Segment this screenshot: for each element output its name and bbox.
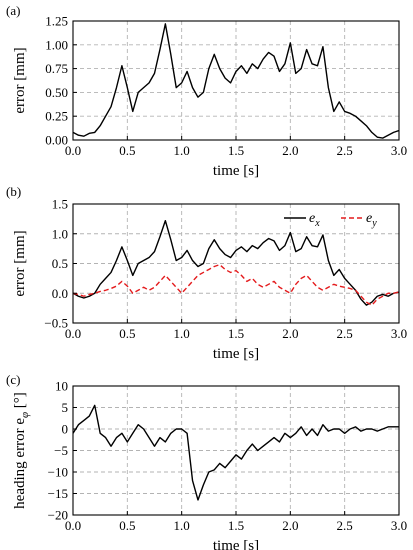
y-tick-label: 0.75 (45, 61, 68, 76)
y-axis-label-sub: φ (19, 412, 31, 418)
x-tick-label: 3.0 (391, 326, 407, 341)
y-tick-label: 0.5 (52, 256, 68, 271)
x-tick-label: 1.0 (174, 518, 190, 533)
legend-label-main: e (366, 211, 372, 226)
y-axis-label-unit: [°] (12, 392, 28, 412)
y-axis-label: heading error eφ [°] (12, 392, 31, 509)
x-tick-label: 2.5 (337, 143, 353, 158)
legend-label-sub: y (371, 218, 377, 229)
legend: ex ey (284, 211, 377, 229)
series-line-0 (73, 219, 399, 306)
series-line-0 (73, 23, 399, 139)
x-tick-label: 0.0 (65, 518, 81, 533)
x-tick-label: 0.0 (65, 143, 81, 158)
y-tick-label: 1.0 (52, 226, 68, 241)
x-tick-label: 1.5 (228, 326, 244, 341)
y-axis-label: error [mm] (12, 47, 28, 113)
legend-label-sub: x (314, 218, 320, 229)
y-tick-label: 0 (62, 422, 69, 437)
x-tick-label: 1.5 (228, 143, 244, 158)
x-tick-label: 0.5 (119, 518, 135, 533)
panel-label: (a) (6, 3, 20, 18)
x-tick-label: 2.0 (282, 326, 298, 341)
y-tick-label: 1.25 (45, 14, 68, 29)
y-axis-label: error [mm] (12, 230, 28, 296)
legend-label-main: e (309, 211, 315, 226)
x-tick-label: 3.0 (391, 143, 407, 158)
x-tick-label: 0.5 (119, 143, 135, 158)
x-tick-label: 0.5 (119, 326, 135, 341)
y-tick-label: 1.5 (52, 197, 68, 212)
x-tick-label: 2.5 (337, 518, 353, 533)
y-tick-label: −20 (48, 508, 68, 523)
y-tick-label: −5 (54, 443, 68, 458)
series-line-0 (73, 404, 399, 501)
x-tick-label: 3.0 (391, 518, 407, 533)
y-tick-label: 1.00 (45, 37, 68, 52)
x-tick-label: 1.0 (174, 326, 190, 341)
legend-label-1: ey (366, 211, 377, 229)
x-tick-label: 0.0 (65, 326, 81, 341)
x-tick-label: 2.0 (282, 143, 298, 158)
y-tick-label: 0.00 (45, 133, 68, 148)
series-line-1 (73, 263, 399, 306)
y-axis-label-main: heading error e (12, 418, 28, 509)
x-tick-label: 2.5 (337, 326, 353, 341)
chart-panel-0: (a) 0.0 0.5 1.0 1.5 2.0 2.5 3.0 0.00 0.25 0.50 0.75… (6, 3, 407, 179)
chart-panel-1: (b)0.0 0.5 1.0 1.5 2.0 2.5 3.0−0.50.00.51.01.5… (6, 184, 407, 362)
y-tick-label: 5 (62, 400, 69, 415)
panel-label: (b) (6, 184, 21, 199)
y-tick-label: 0.0 (52, 286, 68, 301)
x-axis-label: time [s] (213, 163, 259, 179)
y-tick-label: −15 (48, 486, 68, 501)
x-tick-label: 1.0 (174, 143, 190, 158)
x-axis-label: time [s] (213, 346, 259, 362)
y-tick-label: 0.25 (45, 109, 68, 124)
legend-label-0: ex (309, 211, 320, 229)
y-tick-label: −0.5 (44, 316, 68, 331)
x-axis-label: time [s] (213, 538, 259, 550)
panel-label: (c) (6, 372, 20, 387)
y-tick-label: −10 (48, 465, 68, 480)
y-tick-label: 10 (55, 379, 68, 394)
x-tick-label: 1.5 (228, 518, 244, 533)
x-tick-label: 2.0 (282, 518, 298, 533)
y-tick-label: 0.50 (45, 85, 68, 100)
chart-panel-2: (c) 0.0 0.5 1.0 1.5 2.0 2.5 3.0 −20 −15 −10 −5 0 5 10 t… (6, 372, 407, 550)
